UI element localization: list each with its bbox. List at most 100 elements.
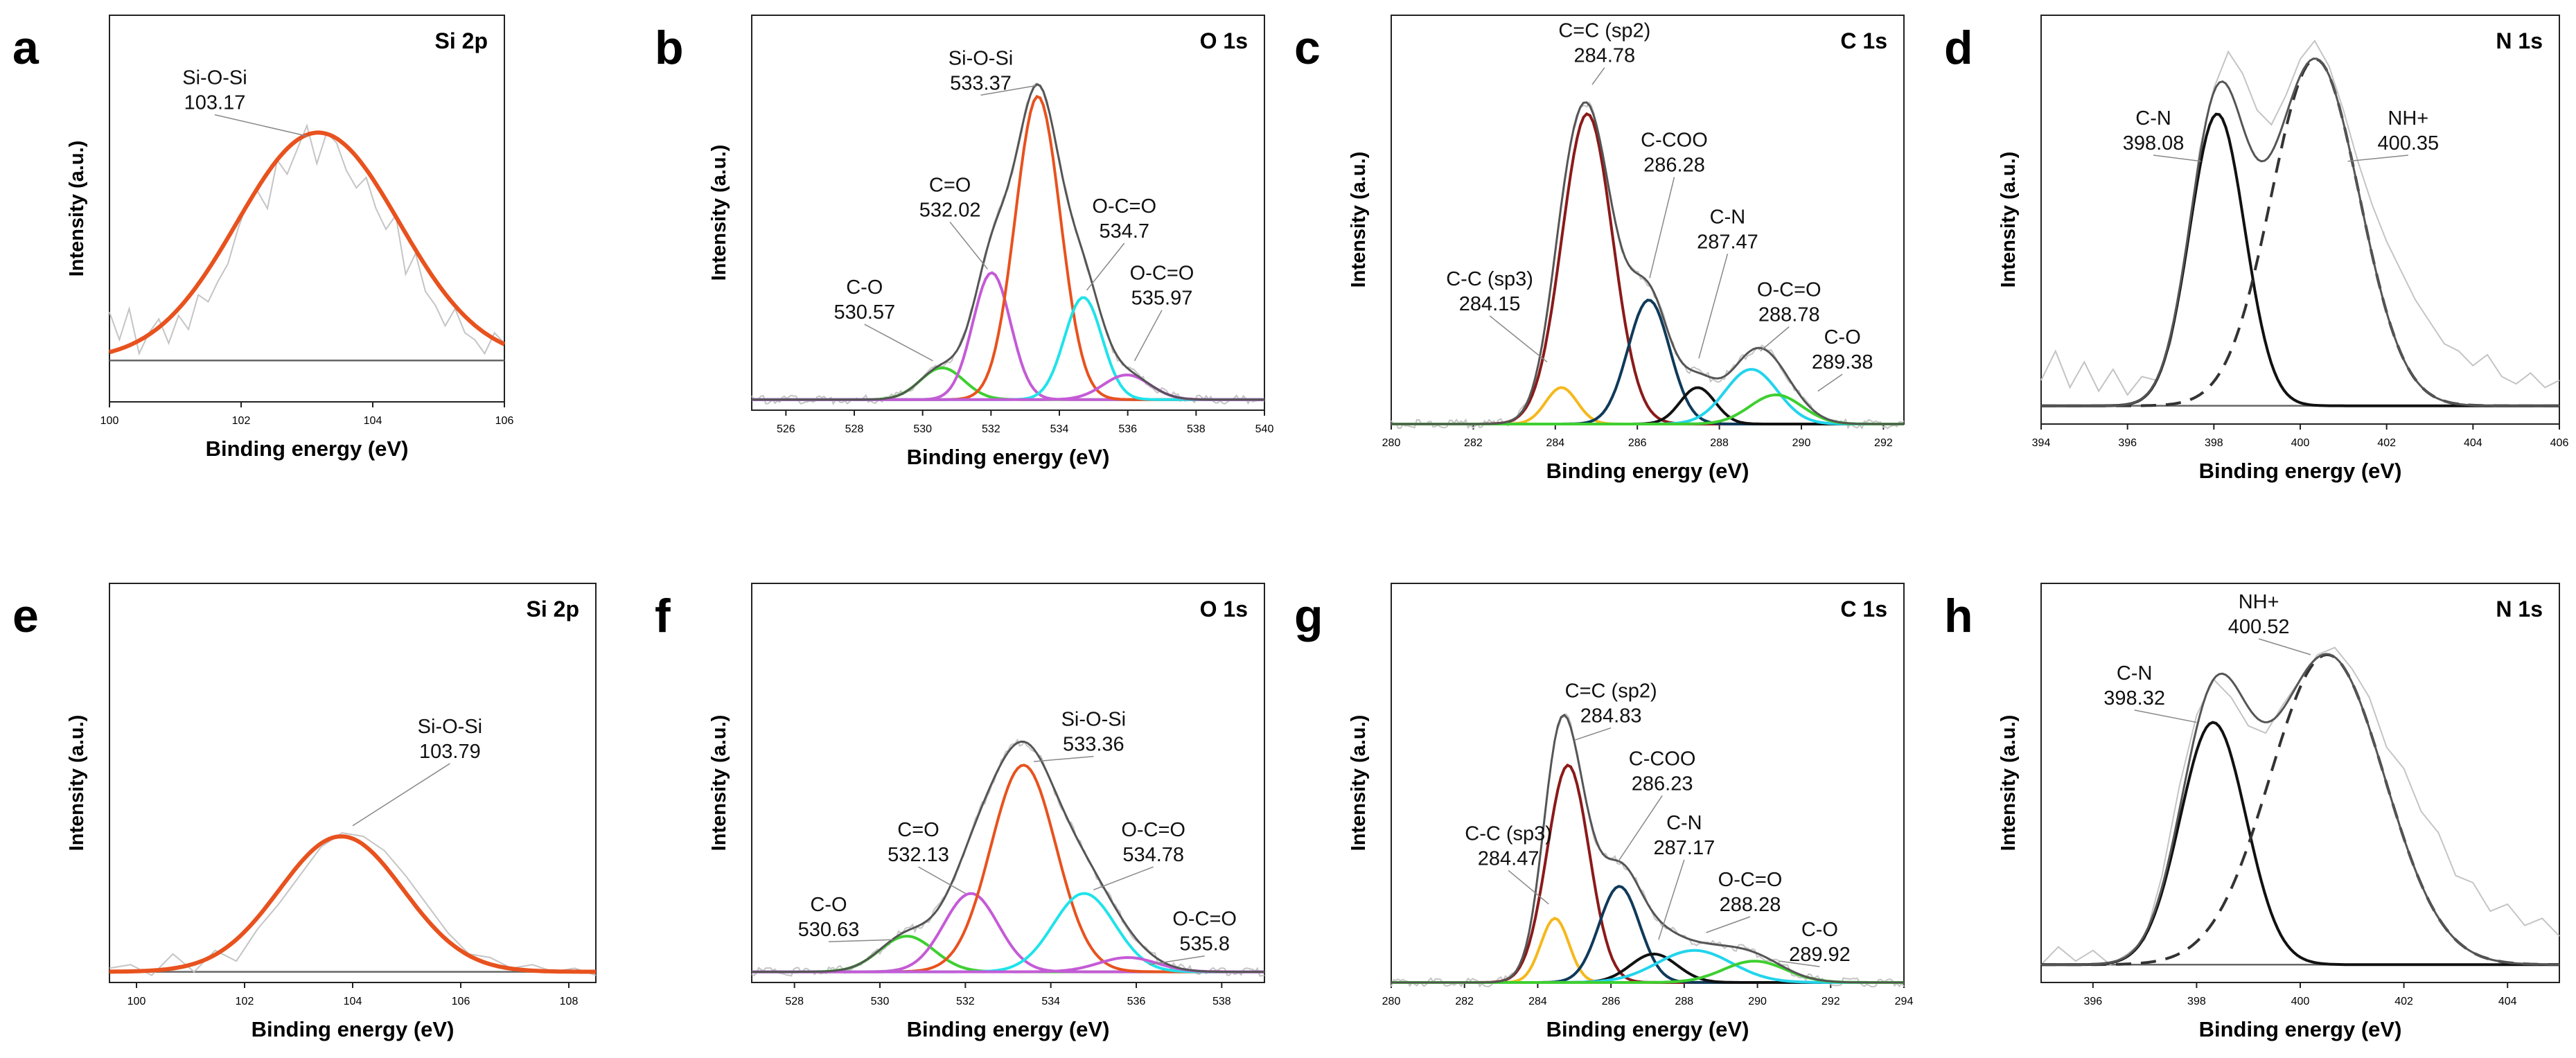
annotation-leader-line [828, 939, 893, 942]
peak-annotation-text: Si-O-Si [949, 47, 1013, 69]
raw-spectrum-line [751, 738, 1265, 977]
x-tick-label: 402 [2377, 437, 2396, 449]
peak-annotation-text: 532.13 [888, 844, 949, 866]
plot-frame [751, 15, 1265, 411]
x-axis-label: Binding energy (eV) [907, 445, 1110, 469]
fit-component-c-n [2041, 721, 2559, 967]
x-tick-label: 106 [495, 415, 514, 427]
y-axis-label: Intensity (a.u.) [1997, 152, 2020, 288]
raw-spectrum-line [751, 82, 1265, 406]
x-tick-label: 540 [1255, 423, 1274, 435]
x-tick-label: 398 [2205, 437, 2223, 449]
fit-envelope-line [752, 740, 1264, 973]
panel-letter: e [12, 590, 39, 642]
x-axis-label: Binding energy (eV) [206, 437, 409, 461]
annotation-leader-line [214, 114, 308, 137]
annotation-leader-line [1033, 755, 1094, 762]
fit-component-nh- [2041, 58, 2559, 407]
panel-letter: g [1294, 590, 1323, 642]
raw-spectrum-line [109, 123, 505, 356]
panel-d: d N 1s 394 396 398 400 402 404 406 Binding energy… [1944, 15, 2568, 483]
x-tick-label: 398 [2187, 996, 2206, 1007]
fit-component-c-o [752, 366, 1264, 401]
annotation-leader-line [2258, 638, 2311, 655]
x-tick-label: 528 [785, 996, 804, 1007]
peak-annotation-text: C-O [1801, 919, 1838, 941]
x-tick-label: 532 [982, 423, 1000, 435]
peak-annotation-text: 286.23 [1632, 773, 1693, 795]
peak-annotation-text: 535.8 [1179, 933, 1230, 955]
x-tick-label: 406 [2550, 437, 2569, 449]
peak-annotation-text: C=O [929, 174, 971, 196]
x-tick-label: 292 [1821, 996, 1840, 1007]
annotation-leader-line [1618, 795, 1663, 862]
panel-e: e Si 2p 100 102 104 106 108 Binding energy (eV)… [12, 583, 597, 1041]
y-axis-label: Intensity (a.u.) [66, 715, 88, 852]
x-tick-label: 534 [1041, 996, 1060, 1007]
fit-component-o-c-o [1391, 368, 1904, 425]
x-tick-label: 396 [2083, 996, 2102, 1007]
panel-c: c C 1s 280 282 284 286 288 290 292 Binding energy… [1294, 15, 1905, 483]
annotation-leader-line [2347, 155, 2408, 162]
x-tick-label: 284 [1546, 437, 1564, 449]
annotation-leader-line [352, 763, 450, 827]
peak-annotation-text: C-C (sp3) [1446, 268, 1533, 290]
x-tick-label: 280 [1382, 437, 1401, 449]
x-tick-label: 400 [2291, 996, 2310, 1007]
peak-annotation-text: C-COO [1629, 748, 1696, 770]
peak-annotation-text: 288.28 [1720, 894, 1781, 916]
spectrum-title: N 1s [2496, 597, 2543, 621]
panel-letter: b [655, 21, 684, 74]
spectrum-title: O 1s [1200, 28, 1248, 53]
peak-annotation-text: C-N [2135, 107, 2171, 130]
annotation-leader-line [1649, 177, 1675, 279]
panel-b: b O 1s 526 528 530 532 534 536 538 540 Binding ene… [655, 15, 1273, 469]
peak-annotation-text: 535.97 [1131, 288, 1193, 310]
spectrum-title: C 1s [1840, 597, 1887, 621]
x-axis-label: Binding energy (eV) [1546, 459, 1749, 483]
peak-annotation-text: C-N [1666, 812, 1702, 834]
y-axis-label: Intensity (a.u.) [66, 141, 88, 277]
panel-letter: c [1294, 21, 1321, 74]
x-tick-label: 280 [1382, 996, 1401, 1007]
peak-annotation-text: 287.47 [1697, 231, 1758, 253]
y-axis-label: Intensity (a.u.) [1348, 152, 1370, 288]
fit-component-o-c-o [752, 373, 1264, 401]
peak-annotation-text: NH+ [2388, 107, 2428, 130]
peak-annotation-text: C-COO [1641, 130, 1708, 152]
fit-component-si-o-si [109, 834, 596, 974]
annotation-leader-line [1760, 326, 1790, 352]
peak-annotation-text: 533.37 [950, 72, 1012, 94]
peak-annotation-text: 284.15 [1459, 293, 1521, 315]
x-axis-label: Binding energy (eV) [2199, 459, 2402, 483]
x-tick-label: 286 [1602, 996, 1621, 1007]
peak-annotation-text: NH+ [2239, 591, 2279, 613]
annotation-leader-line [1508, 870, 1549, 905]
peak-annotation-text: O-C=O [1757, 279, 1821, 301]
fit-envelope-line [1391, 713, 1904, 984]
fit-envelope-line [752, 83, 1264, 401]
panel-letter: f [655, 590, 671, 642]
annotation-leader-line [2153, 155, 2201, 162]
x-tick-label: 282 [1464, 437, 1483, 449]
peak-annotation-text: O-C=O [1130, 263, 1194, 285]
peak-annotation-text: 284.78 [1573, 45, 1635, 67]
x-tick-label: 536 [1118, 423, 1137, 435]
annotation-leader-line [1093, 866, 1154, 890]
peak-annotation-text: 534.7 [1099, 220, 1149, 243]
annotation-leader-line [1574, 727, 1612, 741]
peak-annotation-text: C=O [897, 819, 939, 841]
x-tick-label: 404 [2498, 996, 2517, 1007]
panel-g: g C 1s 280 282 284 286 288 290 292 294 Binding ene… [1294, 583, 1913, 1041]
peak-annotation-text: 532.02 [919, 199, 981, 221]
x-tick-label: 108 [560, 996, 579, 1007]
peak-annotation-text: O-C=O [1718, 869, 1783, 891]
fit-envelope-line [1391, 101, 1904, 425]
annotation-leader-line [864, 324, 933, 362]
peak-annotation-text: 289.92 [1789, 944, 1851, 966]
panel-letter: d [1944, 21, 1973, 74]
peak-annotation-text: 284.47 [1478, 847, 1540, 870]
panel-letter: a [12, 21, 39, 74]
